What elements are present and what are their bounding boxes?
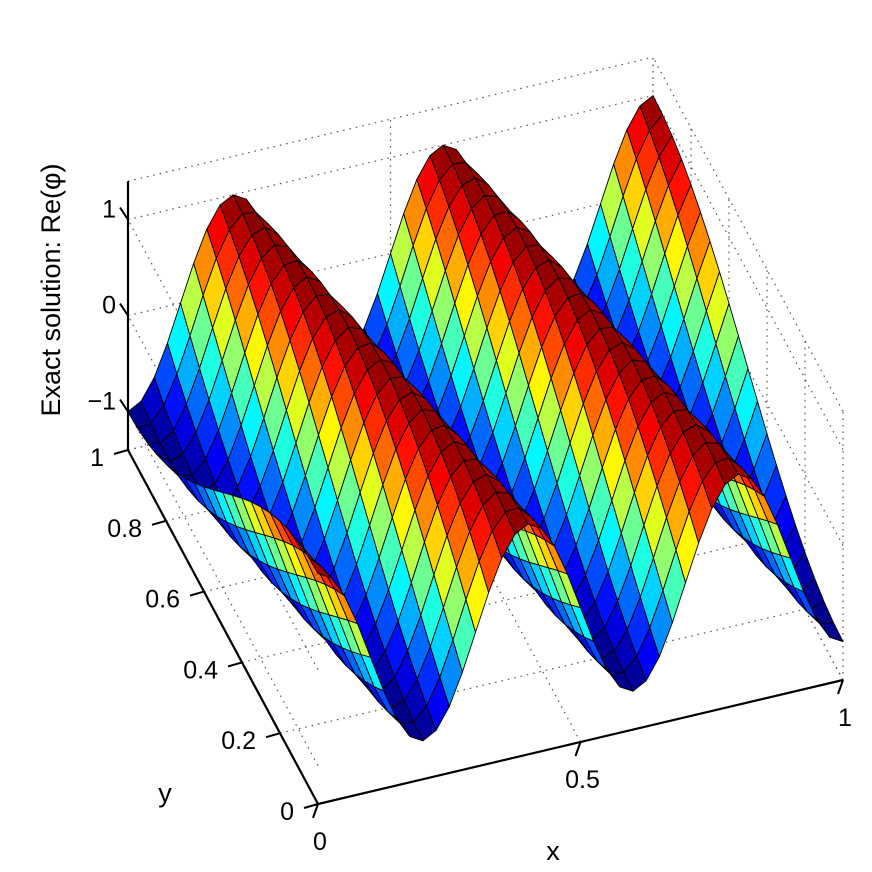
- y-tick-label: 0: [280, 798, 294, 826]
- y-axis-label: y: [158, 778, 172, 808]
- surface-patch: [308, 556, 332, 579]
- grid-line: [279, 608, 806, 734]
- z-tick-mark: [119, 303, 129, 317]
- x-tick-label: 0: [313, 828, 327, 856]
- x-tick-label: 0.5: [565, 766, 600, 794]
- y-tick-mark: [151, 519, 167, 526]
- grid-line: [127, 95, 654, 221]
- y-tick-label: 0.2: [221, 727, 256, 755]
- y-tick-mark: [303, 803, 319, 809]
- y-axis-line: [127, 449, 319, 805]
- y-tick-mark: [189, 590, 205, 597]
- axes: [113, 181, 844, 819]
- z-tick-mark: [119, 207, 129, 221]
- z-axis-label: Exact solution: Re(φ): [36, 163, 66, 416]
- y-tick-mark: [113, 449, 129, 455]
- x-tick-label: 1: [838, 704, 852, 732]
- surface-patch: [819, 622, 844, 643]
- y-tick-label: 0.4: [183, 656, 218, 684]
- y-tick-mark: [227, 661, 243, 668]
- z-tick-mark: [119, 399, 129, 413]
- y-tick-label: 0.6: [145, 586, 180, 614]
- z-tick-label: 0: [102, 292, 116, 320]
- surface-mesh: [127, 95, 844, 742]
- x-tick-mark: [837, 679, 844, 695]
- grid-line: [127, 56, 654, 182]
- grid-line: [127, 191, 654, 317]
- y-tick-mark: [265, 732, 281, 739]
- x-tick-mark: [574, 741, 582, 757]
- tick-labels: 0 0.5 1 0 0.2 0.4 0.6 0.8 1 1 0 −1: [87, 196, 851, 856]
- y-tick-label: 1: [90, 444, 104, 472]
- z-tick-label: 1: [102, 196, 116, 224]
- z-tick-label: −1: [87, 388, 116, 416]
- x-axis-label: x: [546, 836, 560, 866]
- x-tick-mark: [312, 803, 319, 819]
- y-tick-label: 0.8: [107, 515, 142, 543]
